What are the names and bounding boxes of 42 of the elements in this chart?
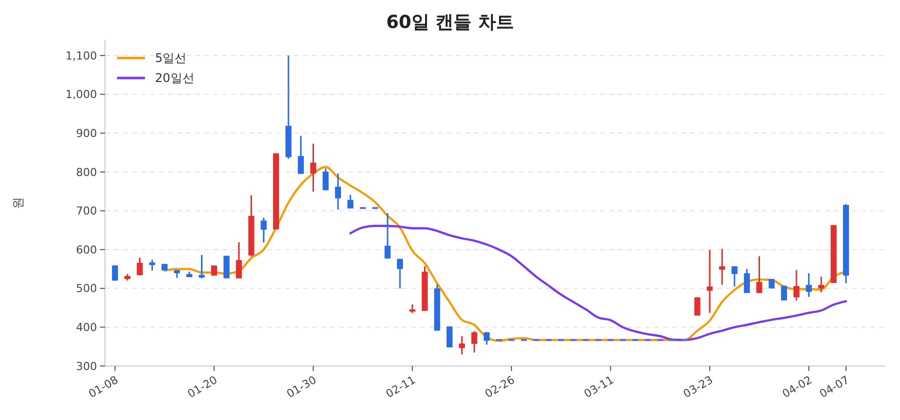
candlestick (384, 212, 391, 260)
candlestick (236, 241, 242, 280)
candlestick (768, 278, 775, 290)
candlestick (706, 249, 713, 314)
candlestick (298, 135, 304, 175)
candlestick (310, 142, 316, 192)
candlestick (112, 264, 118, 282)
y-tick-label: 300 (76, 360, 97, 373)
candlestick (149, 258, 156, 272)
y-tick-label: 1,100 (66, 49, 97, 62)
line-series (349, 224, 848, 342)
y-tick-label: 700 (76, 204, 97, 218)
candlestick (484, 331, 490, 346)
candlestick (224, 255, 230, 280)
candlestick (322, 168, 329, 191)
candlestick (335, 172, 342, 210)
candlestick (198, 254, 205, 280)
y-axis-title: 원 (11, 197, 25, 209)
candlestick (731, 266, 738, 288)
y-tick-label: 900 (76, 126, 97, 140)
y-tick-label: 500 (76, 282, 97, 296)
candlestick (818, 276, 824, 294)
chart-title: 60일 캔들 차트 (386, 12, 514, 33)
y-tick-label: 600 (76, 243, 97, 256)
y-tick-label: 800 (76, 166, 97, 179)
y-tick-label: 400 (76, 321, 97, 334)
y-tick-label: 1,000 (66, 88, 97, 102)
candlestick (744, 268, 750, 294)
candlestick (347, 194, 354, 210)
candlestick (756, 255, 762, 294)
candlestick (136, 256, 143, 276)
candlestick (458, 335, 465, 356)
candlestick (260, 217, 267, 244)
candlestick (781, 284, 788, 302)
legend-label: 5일선 (155, 51, 187, 66)
legend-label: 20일선 (155, 71, 194, 86)
candlestick (396, 258, 403, 290)
candlestick (793, 269, 800, 302)
candlestick (719, 248, 726, 286)
candlestick (471, 330, 478, 354)
candlestick (806, 272, 812, 298)
candlestick (446, 326, 453, 348)
